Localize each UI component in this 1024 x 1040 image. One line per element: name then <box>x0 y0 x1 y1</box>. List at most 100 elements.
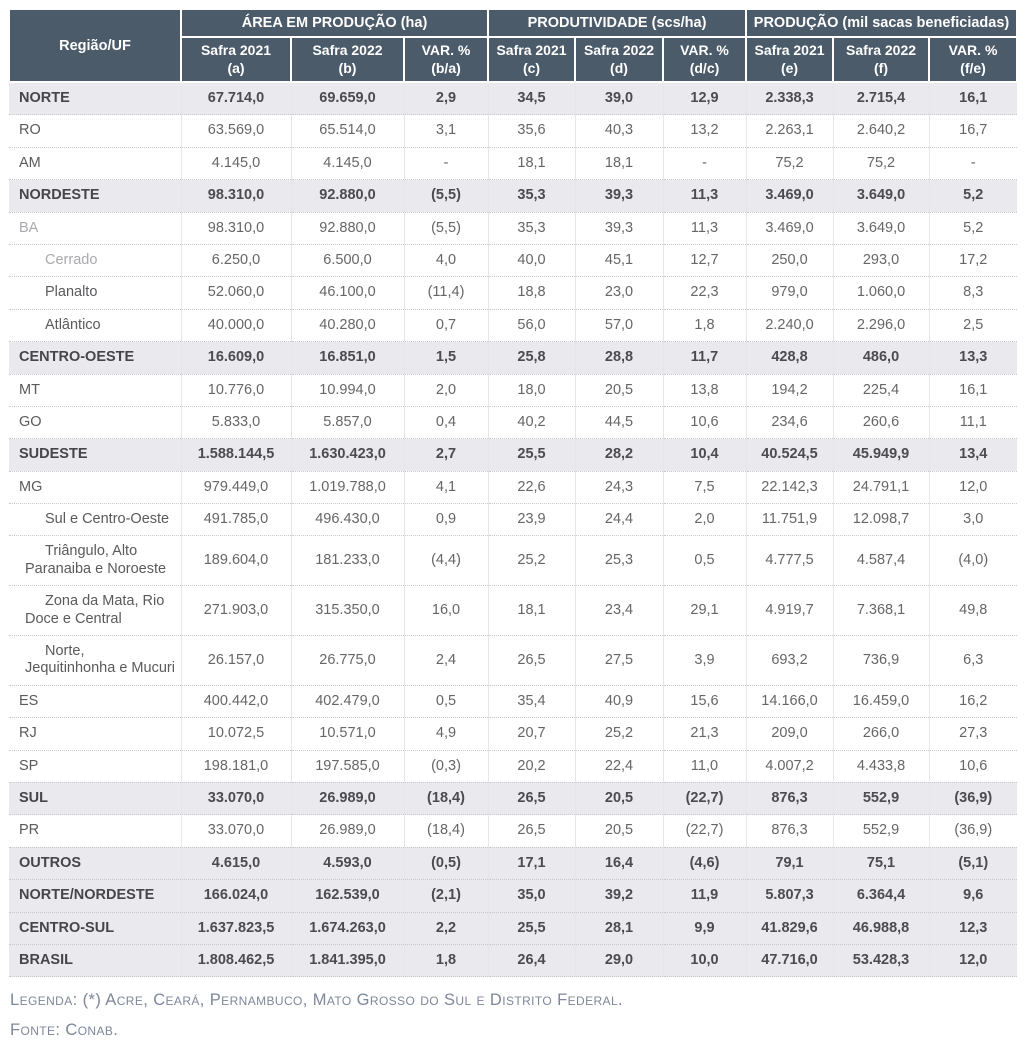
table-row: Atlântico 40.000,0 40.280,0 0,7 56,0 57,0 1,8 2… <box>9 309 1018 343</box>
cell-value: 18,1 <box>488 585 576 637</box>
row-label: CENTRO-SUL <box>9 912 182 945</box>
cell-value: 26,5 <box>488 635 576 686</box>
cell-value: 5,2 <box>929 179 1018 213</box>
cell-value: 979.449,0 <box>181 471 292 505</box>
table-row: Norte, Jequitinhonha e Mucuri 26.157,0 26.… <box>9 635 1018 686</box>
row-label: Sul e Centro-Oeste <box>9 503 182 537</box>
cell-value: 693,2 <box>746 635 834 686</box>
cell-value: 33.070,0 <box>181 814 292 848</box>
cell-value: 4.145,0 <box>291 147 405 181</box>
cell-value: 28,8 <box>575 341 664 375</box>
table-row: MT 10.776,0 10.994,0 2,0 18,0 20,5 13,8 194,2 22… <box>9 374 1018 407</box>
cell-value: 22,4 <box>575 750 664 783</box>
cell-value: 3,9 <box>663 635 747 686</box>
cell-value: 16,4 <box>575 847 664 881</box>
cell-value: 3.469,0 <box>746 212 834 245</box>
cell-value: 18,8 <box>488 276 576 310</box>
header-region-uf: Região/UF <box>8 8 182 83</box>
cell-value: 234,6 <box>746 406 834 440</box>
cell-value: 1.630.423,0 <box>291 438 405 472</box>
cell-value: 225,4 <box>833 374 930 407</box>
table-row: Planalto 52.060,0 46.100,0 (11,4) 18,8 23,0 22… <box>9 276 1018 310</box>
cell-value: 11,3 <box>663 179 747 213</box>
cell-value: 315.350,0 <box>291 585 405 637</box>
cell-value: 21,3 <box>663 717 747 751</box>
cell-value: 5.833,0 <box>181 406 292 440</box>
cell-value: - <box>929 147 1018 181</box>
cell-value: 35,3 <box>488 179 576 213</box>
cell-value: 57,0 <box>575 309 664 343</box>
table-row: GO 5.833,0 5.857,0 0,4 40,2 44,5 10,6 234,6 260,… <box>9 406 1018 440</box>
cell-value: 0,7 <box>404 309 489 343</box>
cell-value: 75,2 <box>833 147 930 181</box>
table-row: SUL 33.070,0 26.989,0 (18,4) 26,5 20,5 (22,7) 8… <box>9 782 1018 816</box>
cell-value: 29,0 <box>575 944 664 978</box>
cell-value: - <box>404 147 489 181</box>
cell-value: 11,0 <box>663 750 747 783</box>
cell-value: 10.571,0 <box>291 717 405 751</box>
cell-value: 4.615,0 <box>181 847 292 881</box>
cell-value: 12,0 <box>929 471 1018 505</box>
cell-value: (18,4) <box>404 814 489 848</box>
cell-value: 10.776,0 <box>181 374 292 407</box>
table-row: Cerrado 6.250,0 6.500,0 4,0 40,0 45,1 12,7 250,… <box>9 244 1018 278</box>
cell-value: 69.659,0 <box>291 82 405 116</box>
cell-value: 40,9 <box>575 685 664 719</box>
cell-value: (11,4) <box>404 276 489 310</box>
cell-value: 3,0 <box>929 503 1018 537</box>
cell-value: 25,3 <box>575 535 664 587</box>
cell-value: 22,3 <box>663 276 747 310</box>
cell-value: (4,0) <box>929 535 1018 587</box>
row-label: ES <box>9 685 182 719</box>
cell-value: 10,4 <box>663 438 747 472</box>
cell-value: 13,3 <box>929 341 1018 375</box>
cell-value: 35,4 <box>488 685 576 719</box>
row-label: MT <box>9 374 182 407</box>
cell-value: 33.070,0 <box>181 782 292 816</box>
cell-value: 1,8 <box>404 944 489 978</box>
cell-value: 40.524,5 <box>746 438 834 472</box>
cell-value: 876,3 <box>746 814 834 848</box>
cell-value: 23,9 <box>488 503 576 537</box>
cell-value: 29,1 <box>663 585 747 637</box>
cell-value: 0,5 <box>663 535 747 587</box>
cell-value: 45,1 <box>575 244 664 278</box>
row-label: NORDESTE <box>9 179 182 213</box>
cell-value: 181.233,0 <box>291 535 405 587</box>
cell-value: 486,0 <box>833 341 930 375</box>
cell-value: (0,3) <box>404 750 489 783</box>
table-row: Sul e Centro-Oeste 491.785,0 496.430,0 0,9 2… <box>9 503 1018 537</box>
cell-value: 92.880,0 <box>291 212 405 245</box>
cell-value: 16,1 <box>929 374 1018 407</box>
cell-value: 496.430,0 <box>291 503 405 537</box>
cell-value: 6.250,0 <box>181 244 292 278</box>
cell-value: 402.479,0 <box>291 685 405 719</box>
cell-value: 16,0 <box>404 585 489 637</box>
table-row: RO 63.569,0 65.514,0 3,1 35,6 40,3 13,2 2.263,1… <box>9 114 1018 148</box>
row-label: NORTE/NORDESTE <box>9 879 182 913</box>
row-label: GO <box>9 406 182 440</box>
cell-value: 40.280,0 <box>291 309 405 343</box>
cell-value: 16.459,0 <box>833 685 930 719</box>
cell-value: 13,8 <box>663 374 747 407</box>
cell-value: 98.310,0 <box>181 212 292 245</box>
cell-value: 13,2 <box>663 114 747 148</box>
row-label: Atlântico <box>9 309 182 343</box>
row-label: AM <box>9 147 182 181</box>
table-row: AM 4.145,0 4.145,0-18,1 18,1-75,2 75,2- <box>9 147 1018 181</box>
cell-value: 266,0 <box>833 717 930 751</box>
cell-value: 12,7 <box>663 244 747 278</box>
cell-value: 11.751,9 <box>746 503 834 537</box>
cell-value: 40,3 <box>575 114 664 148</box>
cell-value: 4,1 <box>404 471 489 505</box>
row-label: MG <box>9 471 182 505</box>
cell-value: 736,9 <box>833 635 930 686</box>
cell-value: 75,1 <box>833 847 930 881</box>
table-header: Região/UF ÁREA EM PRODUÇÃO (ha) PRODUTIV… <box>8 8 1019 83</box>
cell-value: 6,3 <box>929 635 1018 686</box>
cell-value: 3,1 <box>404 114 489 148</box>
cell-value: 10.072,5 <box>181 717 292 751</box>
row-label: Planalto <box>9 276 182 310</box>
cell-value: 25,8 <box>488 341 576 375</box>
